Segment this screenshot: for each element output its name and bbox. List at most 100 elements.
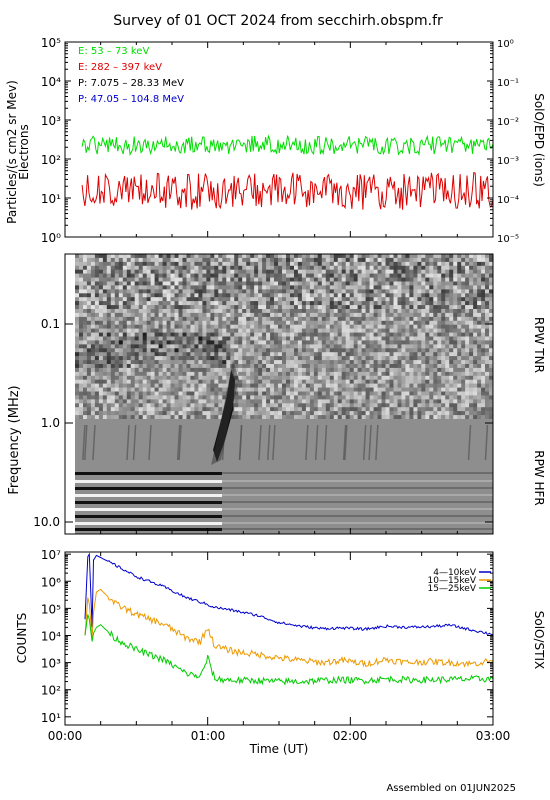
rpw-tnr-cell [186,367,191,373]
rpw-tnr-cell [190,328,195,333]
rpw-tnr-cell [385,356,390,361]
rpw-tnr-cell [297,367,303,373]
rpw-tnr-cell [182,277,187,282]
rpw-tnr-cell [79,348,84,353]
rpw-tnr-cell [142,344,147,349]
rpw-tnr-cell [437,285,442,290]
rpw-tnr-cell [309,285,315,290]
rpw-tnr-cell [194,367,199,373]
rpw-tnr-cell [365,269,370,274]
rpw-tnr-cell [441,277,446,282]
rpw-tnr-cell [146,340,151,345]
rpw-tnr-cell [110,312,116,318]
rpw-tnr-cell [274,265,279,270]
rpw-tnr-cell [445,309,450,314]
rpw-tnr-cell [122,324,128,329]
rpw-tnr-cell [437,383,442,388]
rpw-tnr-cell [365,407,370,412]
rpw-tnr-cell [174,320,179,325]
rpw-tnr-cell [75,352,80,357]
rpw-tnr-cell [401,415,406,420]
rpw-tnr-cell [214,273,219,278]
rpw-tnr-cell [126,415,132,420]
rpw-tnr-cell [485,367,490,373]
rpw-tnr-cell [222,254,227,259]
rpw-tnr-cell [313,277,319,282]
rpw-tnr-cell [238,265,243,270]
rpw-tnr-cell [385,309,390,314]
rpw-tnr-cell [230,254,235,259]
rpw-tnr-cell [166,391,171,396]
rpw-tnr-cell [465,324,470,329]
rpw-tnr-cell [325,344,331,349]
rpw-tnr-cell [194,379,199,384]
rpw-tnr-cell [218,344,223,349]
rpw-tnr-cell [417,305,422,310]
rpw-tnr-cell [349,285,354,290]
rpw-tnr-cell [437,324,442,329]
rpw-tnr-cell [365,415,370,420]
rpw-tnr-cell [405,387,410,392]
rpw-tnr-cell [469,379,474,384]
rpw-tnr-cell [313,364,319,369]
rpw-tnr-cell [75,379,80,384]
rpw-tnr-cell [301,375,307,380]
rpw-tnr-cell [341,261,346,267]
rpw-tnr-cell [154,403,159,408]
rpw-tnr-cell [286,293,291,298]
rpw-tnr-cell [377,415,382,420]
rpw-tnr-cell [258,371,263,377]
rpw-tnr-cell [365,367,370,373]
rpw-tnr-cell [433,281,438,286]
rpw-tnr-cell [397,371,402,377]
rpw-tnr-cell [178,269,183,274]
rpw-tnr-cell [489,301,494,306]
rpw-hfr-streak [342,424,347,461]
rpw-tnr-cell [98,305,104,310]
rpw-tnr-cell [393,379,398,384]
rpw-tnr-cell [198,383,203,388]
rpw-tnr-cell [461,375,466,380]
rpw-tnr-cell [373,387,378,392]
rpw-tnr-cell [329,391,335,396]
rpw-tnr-cell [345,399,350,404]
rpw-tnr-cell [309,316,315,322]
rpw-tnr-cell [274,356,279,361]
rpw-tnr-cell [477,344,482,349]
rpw-tnr-cell [401,312,406,318]
rpw-tnr-cell [345,371,350,377]
rpw-tnr-cell [457,340,462,345]
rpw-tnr-cell [86,285,92,290]
rpw-tnr-cell [262,265,267,270]
rpw-tnr-cell [266,269,271,274]
rpw-tnr-cell [421,316,426,322]
rpw-tnr-cell [393,371,398,377]
rpw-tnr-cell [405,261,410,267]
rpw-tnr-cell [106,364,112,369]
rpw-tnr-cell [305,301,311,306]
rpw-tnr-cell [158,265,163,270]
rpw-tnr-cell [445,391,450,396]
rpw-tnr-cell [393,407,398,412]
rpw-tnr-cell [270,356,275,361]
rpw-tnr-cell [329,336,335,341]
rpw-tnr-cell [150,367,155,373]
rpw-tnr-cell [75,371,80,377]
rpw-tnr-cell [202,395,207,400]
epd-legend-entry-p1: P: 7.075 – 28.33 MeV [78,78,184,89]
rpw-tnr-cell [250,254,255,259]
rpw-tnr-cell [126,297,132,302]
rpw-tnr-cell [337,387,342,392]
rpw-tnr-cell [130,257,135,263]
rpw-tnr-cell [134,383,139,388]
rpw-tnr-cell [202,415,207,420]
rpw-tnr-cell [122,340,128,345]
rpw-tnr-cell [258,375,263,380]
rpw-tnr-cell [218,285,223,290]
rpw-tnr-cell [333,305,339,310]
rpw-tnr-cell [365,309,370,314]
rpw-tnr-cell [242,309,247,314]
rpw-tnr-cell [489,328,494,333]
rpw-tnr-cell [75,411,80,416]
rpw-tnr-cell [242,324,247,329]
